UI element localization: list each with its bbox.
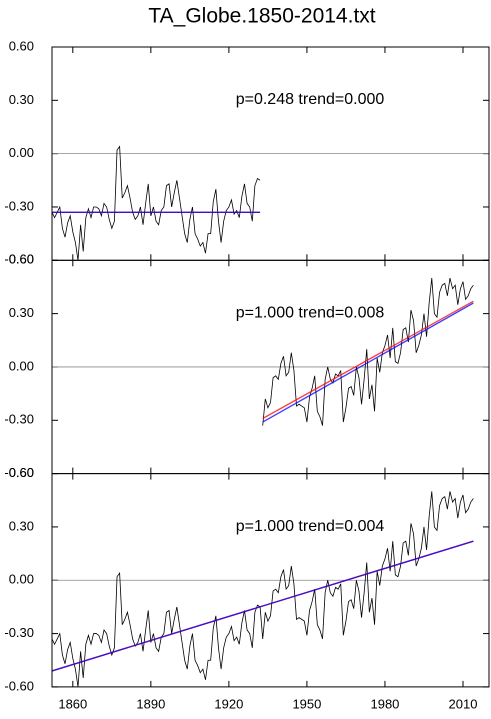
y-tick-label: 0.00 <box>9 145 34 160</box>
data-line <box>52 145 261 261</box>
x-tick-label: 1980 <box>370 696 399 711</box>
x-tick-label: 1890 <box>136 696 165 711</box>
x-tick-label: 1920 <box>214 696 243 711</box>
y-tick-label: 0.60 <box>9 252 34 267</box>
y-tick-label: -0.60 <box>4 252 34 267</box>
x-tick-label: 2010 <box>449 696 478 711</box>
y-tick-label: 0.60 <box>9 465 34 480</box>
y-tick-label: -0.30 <box>4 198 34 213</box>
data-line <box>52 491 474 687</box>
panel-frame <box>51 473 490 688</box>
annotation: p=0.248 trend=0.000 <box>236 91 385 108</box>
y-tick-label: 0.30 <box>9 305 34 320</box>
y-tick-label: 0.00 <box>9 572 34 587</box>
x-tick-label: 1950 <box>292 696 321 711</box>
y-tick-label: 0.60 <box>9 38 34 53</box>
trend-line <box>262 300 474 420</box>
trend-line <box>262 302 474 423</box>
y-tick-label: -0.60 <box>4 678 34 693</box>
chart-title: TA_Globe.1850-2014.txt <box>148 5 375 28</box>
y-tick-label: -0.30 <box>4 412 34 427</box>
data-line <box>262 277 474 426</box>
trend-line <box>51 540 474 672</box>
annotation: p=1.000 trend=0.008 <box>236 305 385 322</box>
y-tick-label: 0.30 <box>9 92 34 107</box>
y-tick-label: 0.30 <box>9 518 34 533</box>
x-tick-label: 1860 <box>58 696 87 711</box>
annotation: p=1.000 trend=0.004 <box>236 518 385 535</box>
y-tick-label: -0.30 <box>4 625 34 640</box>
y-tick-label: -0.60 <box>4 465 34 480</box>
y-tick-label: 0.00 <box>9 358 34 373</box>
